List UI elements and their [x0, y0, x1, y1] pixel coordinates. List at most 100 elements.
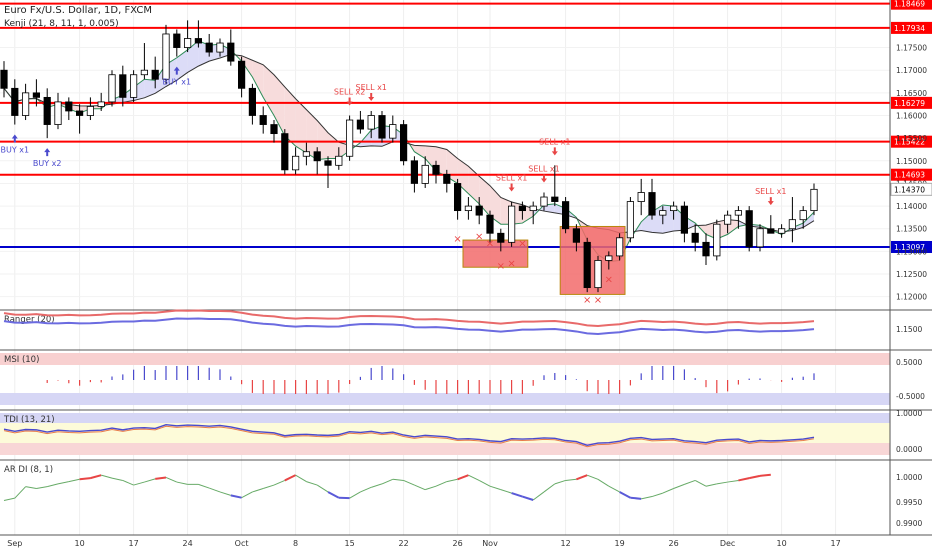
candle-body[interactable] [464, 205, 473, 212]
pane-tick-label: 1.1500 [896, 325, 922, 334]
candle-body[interactable] [313, 151, 321, 162]
candle-body[interactable] [605, 255, 613, 261]
candle-body[interactable] [162, 33, 170, 80]
level-label: 1.18469 [894, 0, 925, 9]
candle-body[interactable] [702, 241, 710, 257]
candle-body[interactable] [237, 60, 246, 89]
candle-body[interactable] [713, 223, 721, 257]
candle-body[interactable] [86, 106, 94, 116]
candle-body[interactable] [367, 115, 375, 130]
candle-body[interactable] [724, 214, 732, 225]
candle-body[interactable] [572, 228, 581, 243]
candle-body[interactable] [345, 119, 354, 157]
sell-arrow [508, 183, 515, 192]
candle-body[interactable] [745, 210, 753, 248]
candle-body[interactable] [335, 155, 343, 166]
candle-body[interactable] [562, 201, 570, 230]
candle-body[interactable] [324, 160, 332, 166]
ardi-segment [748, 474, 761, 480]
sell-arrow [368, 92, 375, 101]
candle-body[interactable] [626, 201, 635, 239]
candle-body[interactable] [551, 196, 559, 202]
candle-body[interactable] [76, 110, 84, 116]
candle-body[interactable] [140, 69, 148, 76]
candle-body[interactable] [281, 133, 289, 171]
candle-body[interactable] [65, 101, 73, 112]
candle-body[interactable] [670, 205, 678, 212]
candle-body[interactable] [108, 74, 116, 103]
ardi-segment [219, 491, 231, 496]
candle-body[interactable] [594, 260, 602, 289]
price-axis[interactable]: 1.17500 1.17000 1.16500 1.16000 1.15500 1.150… [889, 0, 932, 535]
candle-body[interactable] [119, 74, 127, 98]
candle-body[interactable] [475, 205, 483, 216]
candle-body[interactable] [637, 192, 645, 202]
candle-body[interactable] [399, 124, 408, 162]
level-label: 1.13097 [894, 243, 925, 252]
candle-body[interactable] [216, 42, 224, 53]
candle-body[interactable] [11, 87, 19, 116]
y-tick-label: 1.13500 [896, 225, 927, 234]
candle-body[interactable] [497, 232, 505, 243]
candle-body[interactable] [270, 124, 278, 135]
candle-body[interactable] [443, 173, 451, 184]
candle-body[interactable] [32, 92, 41, 98]
candle-body[interactable] [302, 151, 311, 157]
candle-body[interactable] [205, 42, 213, 53]
candle-body[interactable] [259, 115, 267, 125]
candle-body[interactable] [194, 38, 202, 44]
candle-body[interactable] [421, 164, 429, 184]
candle-body[interactable] [788, 219, 797, 230]
candle-body[interactable] [410, 160, 419, 184]
candle-body[interactable] [227, 42, 235, 62]
candle-body[interactable] [43, 96, 51, 125]
msi-lower-band [0, 393, 890, 405]
candle-body[interactable] [378, 115, 386, 139]
candle-body[interactable] [540, 196, 548, 207]
ranger-upper-line [3, 309, 815, 328]
candle-body[interactable] [680, 205, 689, 234]
candle-body[interactable] [97, 101, 105, 107]
candle-body[interactable] [151, 69, 159, 80]
candle-body[interactable] [518, 205, 527, 212]
candle-body[interactable] [583, 241, 591, 289]
candle-body[interactable] [389, 124, 397, 139]
candle-body[interactable] [0, 69, 8, 89]
ardi-segment [619, 491, 631, 499]
candle-body[interactable] [778, 228, 786, 234]
candle-body[interactable] [453, 183, 462, 212]
cross-mark: × [605, 275, 613, 286]
candle-body[interactable] [529, 205, 537, 212]
candle-body[interactable] [734, 210, 743, 216]
candle-body[interactable] [173, 33, 181, 48]
horizontal-levels[interactable]: 1.18469 1.17934 1.16279 1.15422 1.14693 1.130… [0, 0, 932, 253]
x-tick-label: 22 [399, 539, 409, 548]
candle-body[interactable] [507, 205, 516, 243]
candle-body[interactable] [129, 74, 138, 98]
ardi-segment [381, 478, 393, 485]
ardi-segment [284, 474, 297, 482]
candle-body[interactable] [248, 87, 256, 116]
candles[interactable] [0, 20, 818, 293]
time-axis[interactable]: Sep 10 17 24 Oct 8 15 22 26 Nov 12 19 26 Dec 10 17 [0, 534, 932, 548]
candle-body[interactable] [756, 228, 764, 248]
level-tag [891, 168, 932, 181]
candle-body[interactable] [659, 210, 667, 216]
candle-body[interactable] [486, 214, 494, 234]
ranger-lower-line [3, 317, 815, 336]
candle-body[interactable] [54, 101, 62, 125]
candle-body[interactable] [810, 188, 818, 212]
candle-body[interactable] [21, 92, 30, 116]
candle-body[interactable] [799, 210, 807, 221]
sell-label: SELL x2 [334, 88, 365, 97]
candle-body[interactable] [356, 119, 365, 130]
candle-body[interactable] [291, 155, 300, 171]
x-tick-label: Dec [720, 539, 735, 548]
candle-body[interactable] [432, 164, 440, 175]
candle-body[interactable] [767, 228, 775, 234]
candle-body[interactable] [691, 232, 699, 243]
candle-body[interactable] [616, 237, 624, 257]
candle-body[interactable] [183, 38, 192, 48]
candle-body[interactable] [648, 192, 656, 216]
